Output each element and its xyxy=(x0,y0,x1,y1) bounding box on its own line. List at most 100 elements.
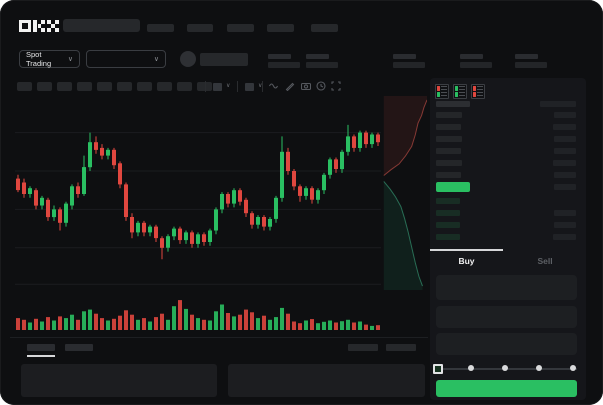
last-price-badge xyxy=(436,182,470,192)
price-placeholder xyxy=(436,112,462,118)
bid-row[interactable] xyxy=(434,197,578,205)
bottom-panel-placeholder xyxy=(228,364,425,397)
price-field[interactable] xyxy=(436,275,577,300)
price-placeholder xyxy=(436,160,462,166)
amount-placeholder xyxy=(554,136,576,142)
ask-row[interactable] xyxy=(434,147,578,155)
interval-button[interactable] xyxy=(97,82,112,91)
bottom-tab[interactable] xyxy=(65,344,93,351)
ask-row[interactable] xyxy=(434,111,578,119)
stat-label-placeholder xyxy=(393,54,416,59)
chevron-down-icon: ∨ xyxy=(153,55,159,63)
slider-handle[interactable] xyxy=(433,364,443,374)
amount-slider[interactable] xyxy=(433,364,577,374)
stat-value-placeholder xyxy=(268,62,300,68)
ask-row[interactable] xyxy=(434,171,578,179)
clock-icon[interactable] xyxy=(315,80,327,92)
chevron-down-icon[interactable]: ∨ xyxy=(258,83,263,89)
pencil-icon[interactable] xyxy=(284,80,296,92)
expand-icon[interactable] xyxy=(330,80,342,92)
interval-button[interactable] xyxy=(157,82,172,91)
orderbook-header-row[interactable] xyxy=(434,100,578,108)
top-nav xyxy=(0,24,603,32)
market-type-dropdown[interactable]: Spot Trading ∨ xyxy=(19,50,80,68)
slider-stop[interactable] xyxy=(570,365,576,371)
toolbar-separator xyxy=(237,81,238,92)
price-placeholder xyxy=(436,172,461,178)
amount-placeholder xyxy=(553,124,576,130)
camera-icon[interactable] xyxy=(300,80,312,92)
volume-chart xyxy=(16,300,380,330)
stat-value-placeholder xyxy=(460,62,492,68)
combined-book-icon[interactable] xyxy=(435,84,449,99)
stat-label-placeholder xyxy=(515,54,538,59)
price-placeholder xyxy=(436,101,470,107)
stat-value-placeholder xyxy=(306,62,338,68)
interval-button[interactable] xyxy=(77,82,92,91)
chevron-down-icon[interactable]: ∨ xyxy=(226,83,231,89)
stat-label-placeholder xyxy=(306,54,329,59)
price-placeholder xyxy=(436,148,461,154)
interval-button[interactable] xyxy=(17,82,32,91)
interval-button[interactable] xyxy=(37,82,52,91)
tab-buy[interactable]: Buy xyxy=(430,256,503,266)
buy-tab-label: Buy xyxy=(458,256,475,266)
sell-tab-label: Sell xyxy=(537,256,553,266)
candle-style-dropdown[interactable] xyxy=(213,83,222,91)
stat-value-placeholder xyxy=(393,62,425,68)
total-field[interactable] xyxy=(436,333,577,355)
tab-sell[interactable]: Sell xyxy=(510,256,580,266)
stat-value-placeholder xyxy=(515,62,547,68)
price-placeholder xyxy=(436,210,460,216)
bottom-action-placeholder[interactable] xyxy=(386,344,416,351)
okx-logo[interactable] xyxy=(19,20,59,32)
search-input[interactable] xyxy=(63,19,140,32)
nav-item-placeholder[interactable] xyxy=(267,24,294,32)
nav-item-placeholder[interactable] xyxy=(311,24,338,32)
amount-placeholder xyxy=(540,101,576,107)
slider-stop[interactable] xyxy=(536,365,542,371)
nav-item-placeholder[interactable] xyxy=(147,24,174,32)
price-placeholder xyxy=(436,198,460,204)
interval-button[interactable] xyxy=(177,82,192,91)
order-panel: Buy Sell xyxy=(430,78,586,400)
interval-button[interactable] xyxy=(117,82,132,91)
nav-item-placeholder[interactable] xyxy=(227,24,254,32)
bottom-tab[interactable] xyxy=(27,344,55,351)
buy-submit-button[interactable] xyxy=(436,380,577,397)
bid-row[interactable] xyxy=(434,209,578,217)
market-type-label: Spot Trading xyxy=(26,50,52,68)
bid-row[interactable] xyxy=(434,233,578,241)
slider-stop[interactable] xyxy=(468,365,474,371)
stat-label-placeholder xyxy=(268,54,291,59)
section-divider xyxy=(10,337,428,338)
interval-button[interactable] xyxy=(137,82,152,91)
buy-tab-underline xyxy=(430,249,503,251)
asks-only-icon[interactable] xyxy=(471,84,485,99)
pair-dropdown[interactable]: ∨ xyxy=(86,50,166,68)
amount-field[interactable] xyxy=(436,306,577,328)
interval-button[interactable] xyxy=(57,82,72,91)
last-price-row[interactable] xyxy=(434,182,578,193)
amount-placeholder xyxy=(554,148,576,154)
nav-item-placeholder[interactable] xyxy=(187,24,213,32)
amount-placeholder xyxy=(553,234,576,240)
bottom-action-placeholder[interactable] xyxy=(348,344,378,351)
slider-stop[interactable] xyxy=(502,365,508,371)
bids-only-icon[interactable] xyxy=(453,84,467,99)
indicator-dropdown[interactable] xyxy=(245,83,254,91)
ask-row[interactable] xyxy=(434,123,578,131)
wave-icon[interactable] xyxy=(268,80,280,92)
toolbar-separator xyxy=(205,81,206,92)
candle-chart[interactable] xyxy=(15,98,381,290)
ask-row[interactable] xyxy=(434,135,578,143)
amount-placeholder xyxy=(553,160,576,166)
interval-button[interactable] xyxy=(197,82,212,91)
amount-placeholder xyxy=(554,112,576,118)
ask-row[interactable] xyxy=(434,159,578,167)
chevron-down-icon: ∨ xyxy=(67,55,73,63)
bid-row[interactable] xyxy=(434,221,578,229)
bottom-panel-placeholder xyxy=(21,364,217,397)
stat-label-placeholder xyxy=(460,54,483,59)
